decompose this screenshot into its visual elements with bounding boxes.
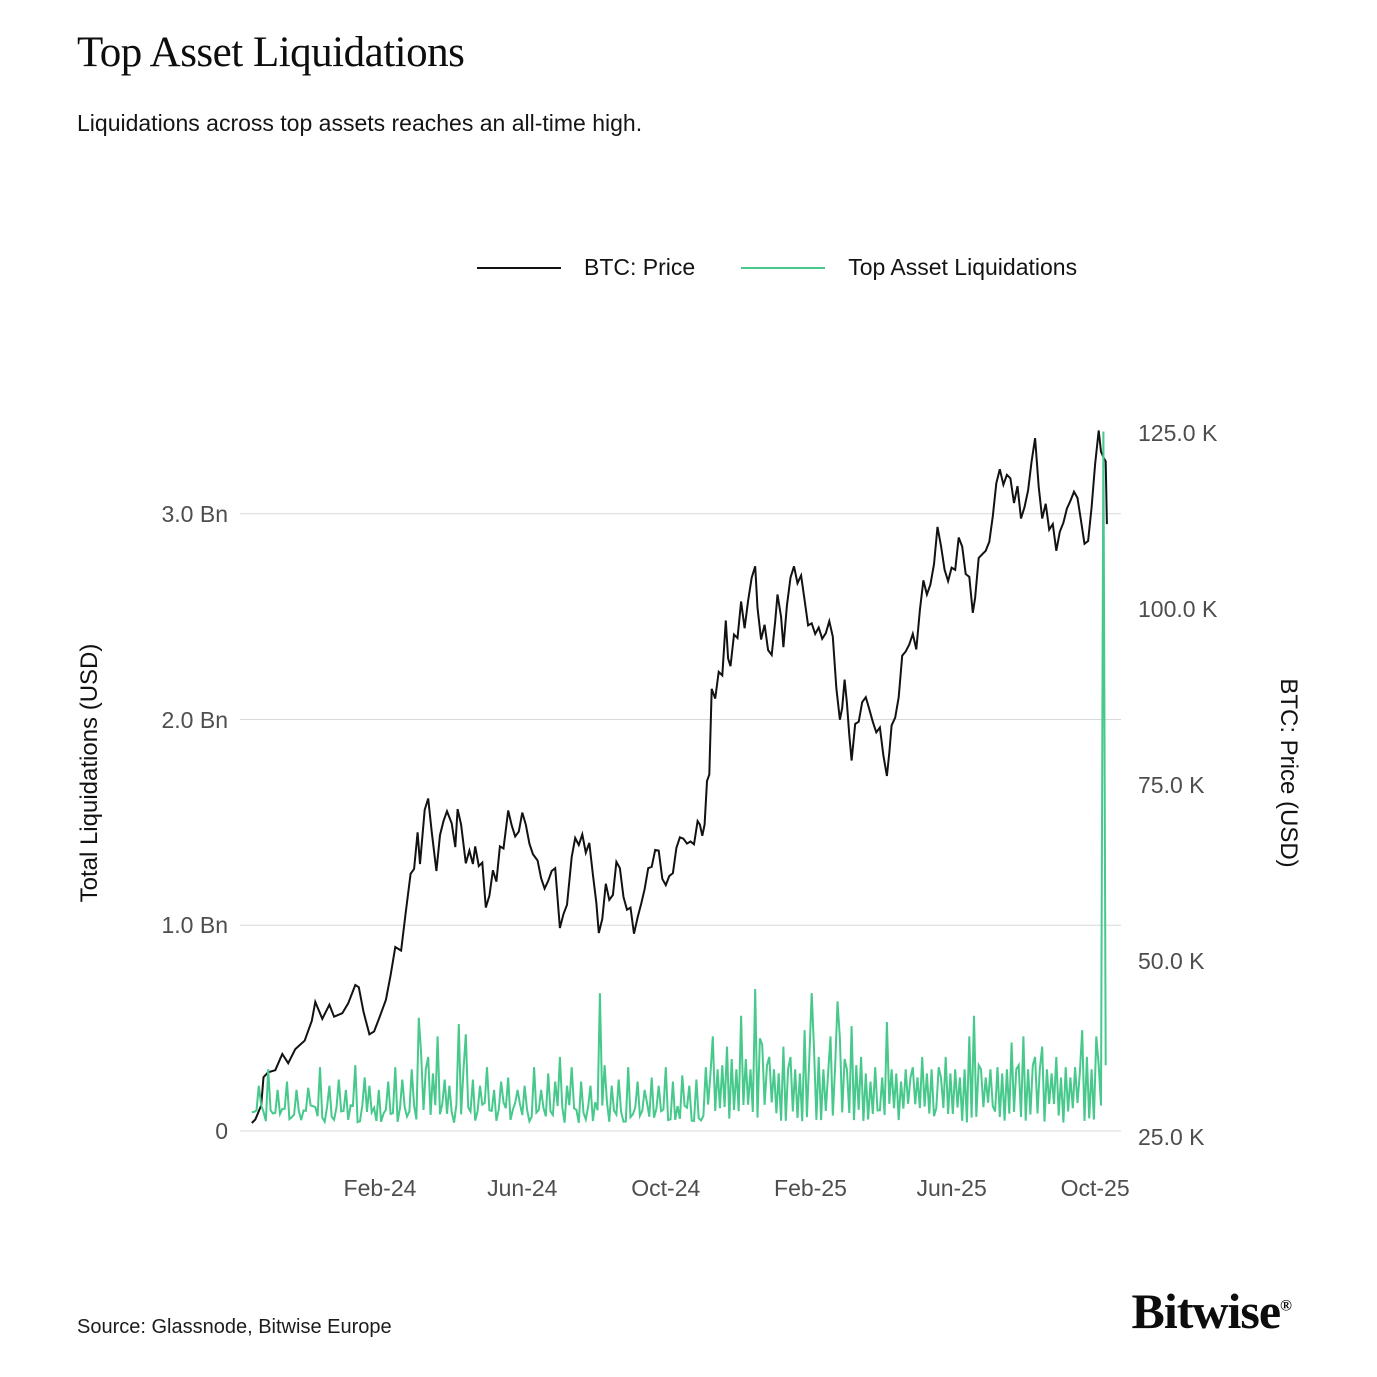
y-tick-label: 25.0 K <box>1138 1124 1205 1151</box>
x-tick-label: Jun-24 <box>487 1175 558 1201</box>
x-tick-label: Oct-25 <box>1060 1175 1130 1201</box>
source-text: Source: Glassnode, Bitwise Europe <box>77 1316 392 1338</box>
legend-label-btc-price: BTC: Price <box>584 254 696 280</box>
page-subtitle: Liquidations across top assets reaches a… <box>77 110 643 136</box>
bitwise-logo: Bitwise® <box>1131 1283 1292 1339</box>
registered-mark: ® <box>1280 1297 1292 1315</box>
gridlines <box>240 513 1121 1132</box>
y-tick-label: 75.0 K <box>1138 772 1205 799</box>
y-tick-label: 1.0 Bn <box>161 912 229 939</box>
y-tick-label: 0 <box>215 1118 228 1144</box>
y-tick-label: 3.0 Bn <box>161 500 229 527</box>
y-tick-label: 2.0 Bn <box>161 706 229 733</box>
page-title: Top Asset Liquidations <box>77 29 465 76</box>
y-tick-label: 50.0 K <box>1138 948 1205 975</box>
btc-line-swatch <box>477 266 561 269</box>
x-tick-label: Oct-24 <box>631 1175 701 1201</box>
x-tick-label: Feb-25 <box>774 1175 847 1201</box>
plot-area <box>240 430 1121 1132</box>
y-tick-label: 125.0 K <box>1138 420 1218 447</box>
y-tick-label: 100.0 K <box>1138 596 1218 623</box>
legend-item-btc-price: BTC: Price <box>477 254 695 281</box>
legend-item-liquidations: Top Asset Liquidations <box>741 254 1077 281</box>
liquidations-line-swatch <box>741 266 826 269</box>
x-tick-label: Feb-24 <box>343 1175 417 1201</box>
liquidations-line <box>251 431 1107 1125</box>
x-tick-label: Jun-25 <box>916 1175 987 1201</box>
left-axis-title: Total Liquidations (USD) <box>76 643 103 903</box>
legend-label-liquidations: Top Asset Liquidations <box>848 254 1078 280</box>
chart-legend: BTC: Price Top Asset Liquidations <box>477 254 1077 281</box>
btc-price-line <box>251 430 1108 1124</box>
